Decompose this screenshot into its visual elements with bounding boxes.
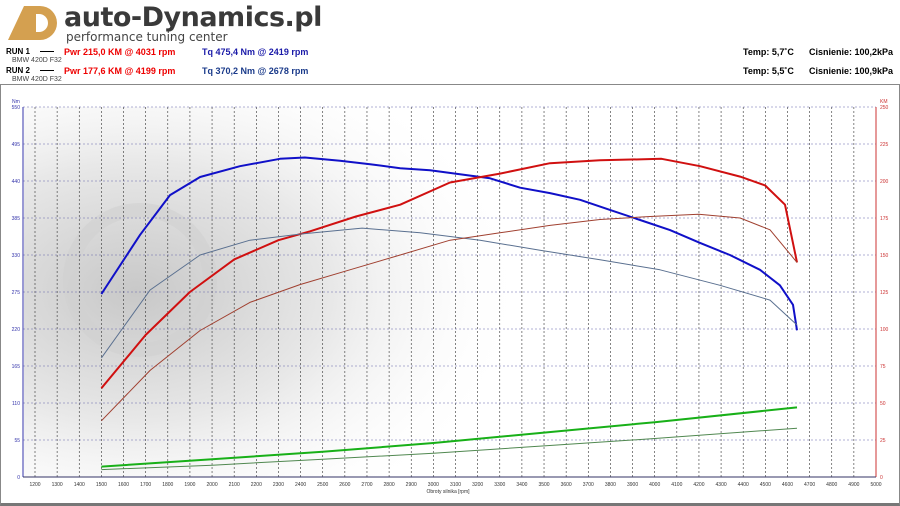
x-tick-label: 4800 (826, 482, 837, 488)
left-axis-unit: Nm (12, 99, 20, 105)
right-tick-label: 50 (880, 401, 886, 407)
x-tick-label: 1900 (184, 482, 195, 488)
x-tick-label: 4300 (716, 482, 727, 488)
left-tick-label: 440 (12, 179, 21, 185)
x-tick-label: 4000 (649, 482, 660, 488)
x-tick-label: 1700 (140, 482, 151, 488)
left-tick-label: 495 (12, 142, 21, 148)
x-tick-label: 3600 (561, 482, 572, 488)
wheel-image (63, 203, 217, 357)
x-tick-label: 1300 (52, 482, 63, 488)
x-axis-label: Obroty silnika [rpm] (426, 489, 470, 495)
right-tick-label: 25 (880, 438, 886, 444)
x-tick-label: 3300 (494, 482, 505, 488)
x-tick-label: 4900 (848, 482, 859, 488)
x-tick-label: 3200 (472, 482, 483, 488)
x-tick-label: 1200 (29, 482, 40, 488)
series-loss2 (101, 427, 798, 471)
right-tick-label: 225 (880, 142, 889, 148)
run2-power: Pwr 177,6 KM @ 4199 rpm (64, 66, 176, 76)
x-tick-label: 2600 (339, 482, 350, 488)
x-tick-label: 2500 (317, 482, 328, 488)
x-tick-label: 5000 (870, 482, 881, 488)
x-tick-label: 1400 (74, 482, 85, 488)
left-tick-label: 55 (14, 438, 20, 444)
run1-pressure: Cisnienie: 100,2kPa (809, 47, 894, 57)
left-tick-label: 550 (12, 105, 21, 111)
series-pwr2 (101, 213, 798, 422)
x-tick-label: 4500 (760, 482, 771, 488)
right-tick-label: 75 (880, 364, 886, 370)
run1-torque: Tq 475,4 Nm @ 2419 rpm (202, 47, 309, 57)
logo (6, 4, 62, 42)
left-tick-label: 275 (12, 290, 21, 296)
right-tick-label: 100 (880, 327, 889, 333)
left-tick-label: 220 (12, 327, 21, 333)
left-tick-label: 330 (12, 253, 21, 259)
left-tick-label: 110 (12, 401, 20, 407)
run2-label: RUN 2 (6, 66, 31, 75)
x-tick-label: 3700 (583, 482, 594, 488)
run2-car: BMW 420D F32 (12, 76, 62, 83)
run1-line-sample (40, 51, 54, 52)
right-axis-unit: KM (880, 99, 888, 105)
right-tick-label: 200 (880, 179, 889, 185)
x-tick-label: 2300 (273, 482, 284, 488)
right-tick-label: 150 (880, 253, 889, 259)
run2-temp: Temp: 5,5˚C (743, 66, 794, 76)
x-tick-label: 2000 (206, 482, 217, 488)
x-tick-label: 2400 (295, 482, 306, 488)
series-pwr1 (100, 157, 798, 389)
series-tq2 (100, 227, 798, 359)
brand-tagline: performance tuning center (66, 30, 228, 44)
x-tick-label: 4100 (671, 482, 682, 488)
run2-line-sample (40, 70, 54, 71)
series-loss1 (101, 406, 798, 468)
x-tick-label: 1800 (162, 482, 173, 488)
x-tick-label: 4700 (804, 482, 815, 488)
left-tick-label: 165 (12, 364, 21, 370)
x-tick-label: 4200 (693, 482, 704, 488)
x-tick-label: 2800 (384, 482, 395, 488)
series-tq1 (100, 156, 798, 331)
right-tick-label: 175 (880, 216, 889, 222)
run1-power: Pwr 215,0 KM @ 4031 rpm (64, 47, 176, 57)
right-tick-label: 250 (880, 105, 889, 111)
x-tick-label: 4400 (738, 482, 749, 488)
x-tick-label: 3900 (627, 482, 638, 488)
x-tick-label: 4600 (782, 482, 793, 488)
x-tick-label: 2100 (229, 482, 240, 488)
left-tick-label: 0 (17, 475, 20, 481)
run1-label: RUN 1 (6, 47, 31, 56)
x-tick-label: 3800 (605, 482, 616, 488)
x-tick-label: 3000 (428, 482, 439, 488)
x-tick-label: 2700 (361, 482, 372, 488)
run2-pressure: Cisnienie: 100,9kPa (809, 66, 894, 76)
x-tick-label: 3400 (516, 482, 527, 488)
x-tick-label: 2900 (406, 482, 417, 488)
x-tick-label: 2200 (251, 482, 262, 488)
left-tick-label: 385 (12, 216, 21, 222)
x-tick-label: 3500 (538, 482, 549, 488)
run1-temp: Temp: 5,7˚C (743, 47, 794, 57)
x-tick-label: 3100 (450, 482, 461, 488)
x-tick-label: 1600 (118, 482, 129, 488)
run2-torque: Tq 370,2 Nm @ 2678 rpm (202, 66, 309, 76)
run1-car: BMW 420D F32 (12, 57, 62, 64)
right-tick-label: 125 (880, 290, 889, 296)
brand-name: auto-Dynamics.pl (64, 2, 322, 33)
x-tick-label: 1500 (96, 482, 107, 488)
right-tick-label: 0 (880, 475, 883, 481)
